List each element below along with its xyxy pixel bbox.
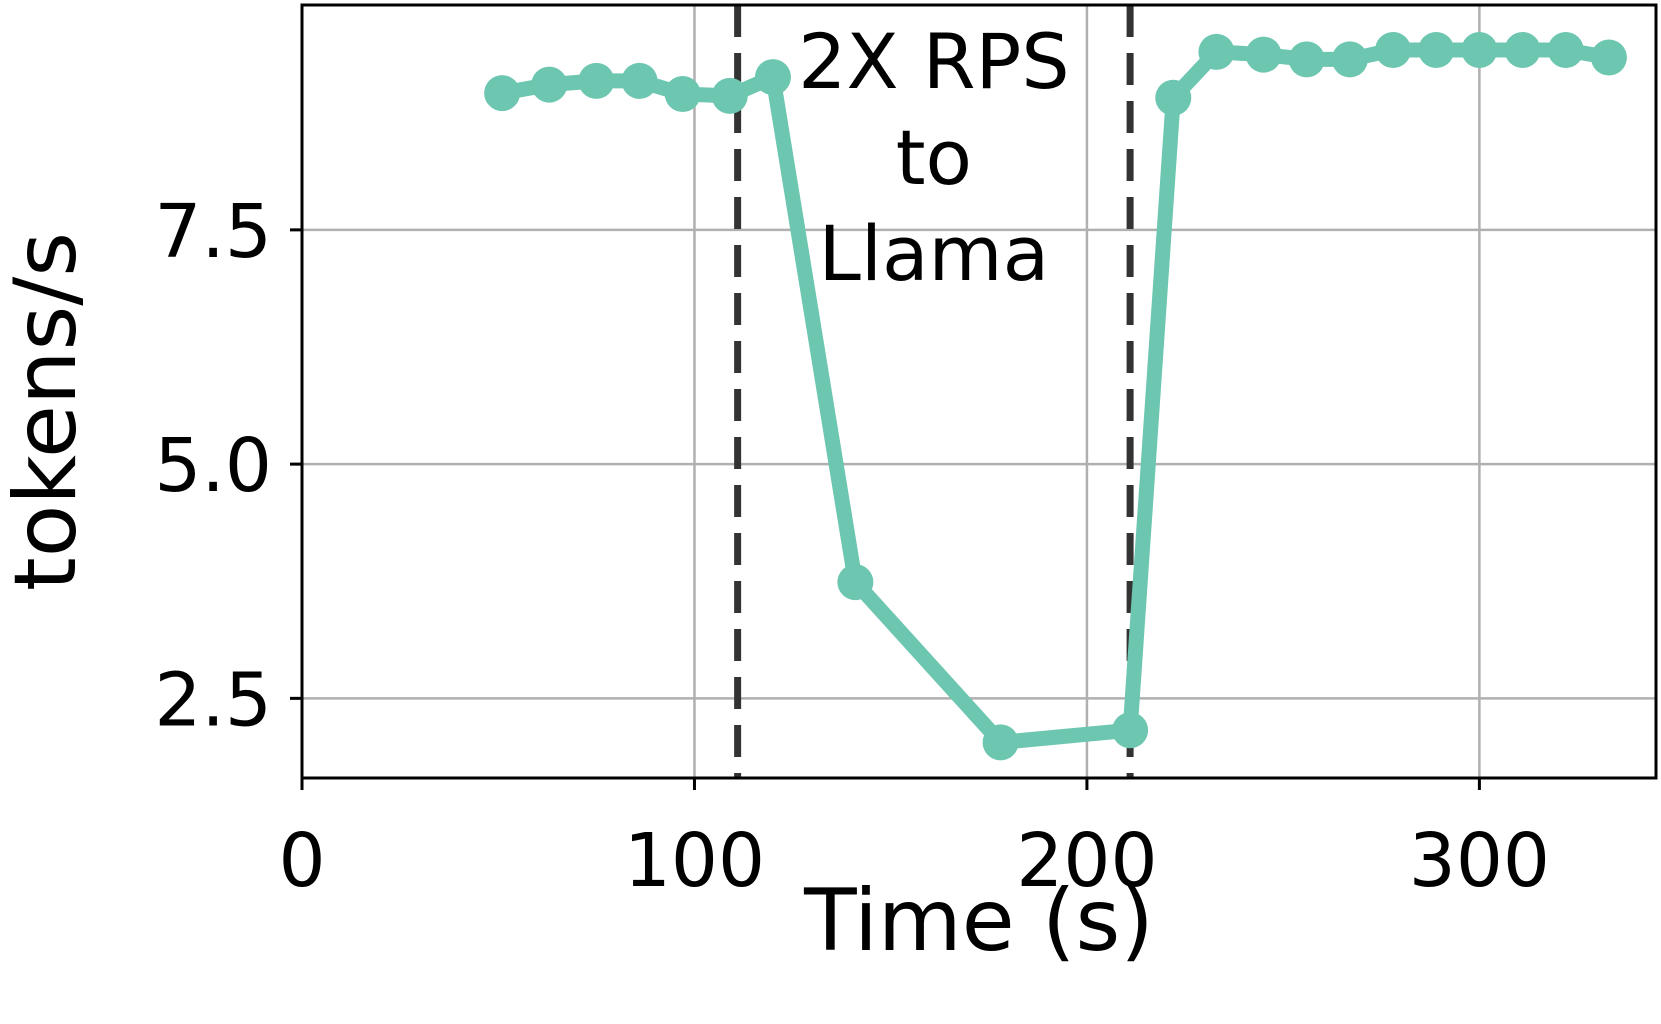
- annotation-line: 2X RPS: [798, 17, 1069, 106]
- data-point: [1155, 79, 1192, 116]
- series-line: [494, 42, 1617, 750]
- data-point: [1504, 31, 1541, 68]
- x-tick-label: 0: [278, 818, 325, 904]
- data-point: [711, 77, 748, 114]
- data-point: [1461, 31, 1498, 68]
- data-point: [1331, 41, 1368, 78]
- data-point: [1288, 41, 1325, 78]
- data-point: [1198, 33, 1235, 70]
- data-point: [837, 564, 874, 601]
- y-axis-ticks: 2.5 5.0 7.5: [154, 189, 302, 743]
- plot-frame: [300, 3, 1658, 780]
- y-tick-label: 2.5: [154, 657, 272, 743]
- data-point: [531, 66, 568, 103]
- series-layer: [484, 31, 1627, 761]
- data-point: [1112, 712, 1149, 749]
- data-point: [1245, 36, 1282, 73]
- data-point: [982, 724, 1019, 761]
- data-point: [1590, 39, 1627, 76]
- data-point: [621, 62, 658, 99]
- grid-lines: [300, 5, 1656, 778]
- y-tick-label: 5.0: [154, 423, 272, 509]
- x-tick-label: 200: [1016, 818, 1157, 904]
- annotation-line: Llama: [819, 209, 1050, 298]
- x-axis-ticks: 0 100 200 300: [278, 778, 1550, 904]
- data-point: [578, 62, 615, 99]
- annotation-line: to: [896, 113, 972, 202]
- data-point: [754, 59, 791, 96]
- x-axis-label: Time (s): [803, 871, 1154, 971]
- data-point: [484, 75, 521, 112]
- data-point: [664, 76, 701, 113]
- y-tick-label: 7.5: [154, 189, 272, 275]
- x-tick-label: 300: [1409, 818, 1550, 904]
- data-point: [1547, 31, 1584, 68]
- x-tick-label: 100: [624, 818, 765, 904]
- data-point: [1375, 31, 1412, 68]
- y-axis-label: tokens/s: [0, 232, 96, 591]
- data-point: [1418, 31, 1455, 68]
